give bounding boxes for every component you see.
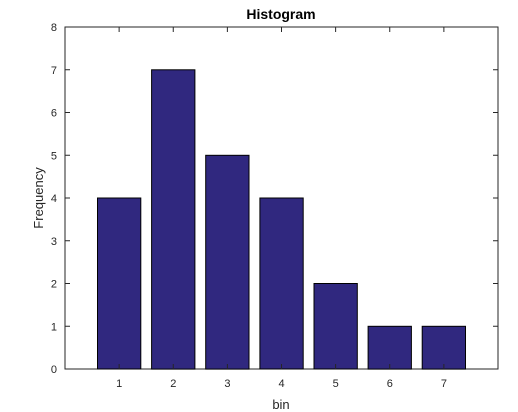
y-axis-label: Frequency (31, 167, 46, 229)
x-tick-label: 5 (333, 378, 339, 390)
y-tick-label: 6 (51, 108, 57, 120)
y-tick-label: 8 (51, 22, 57, 34)
y-tick-label: 3 (51, 236, 57, 248)
bar-bin-1 (97, 197, 142, 370)
x-tick-label: 1 (116, 378, 122, 390)
x-tick-label: 2 (170, 378, 176, 390)
ticks-group: 1 2 3 4 5 6 7 0 1 2 3 4 5 6 7 8 (51, 22, 498, 390)
y-tick-label: 1 (51, 321, 57, 333)
y-tick-label: 5 (51, 150, 57, 162)
y-tick-label: 2 (51, 279, 57, 291)
chart-title: Histogram (246, 6, 315, 22)
y-tick-label: 0 (51, 364, 57, 376)
x-tick-label: 4 (278, 378, 284, 390)
bar-bin-6 (367, 325, 412, 370)
bars-group (97, 69, 467, 370)
y-tick-label: 4 (51, 193, 57, 205)
x-tick-label: 3 (224, 378, 230, 390)
bar-bin-2 (151, 69, 196, 370)
x-axis-label: bin (272, 397, 289, 412)
y-tick-label: 7 (51, 65, 57, 77)
bar-bin-5 (313, 283, 358, 370)
bar-bin-7 (421, 325, 467, 370)
x-tick-label: 7 (441, 378, 447, 390)
x-tick-label: 6 (387, 378, 393, 390)
bar-bin-3 (205, 154, 250, 370)
bar-bin-4 (259, 197, 304, 370)
